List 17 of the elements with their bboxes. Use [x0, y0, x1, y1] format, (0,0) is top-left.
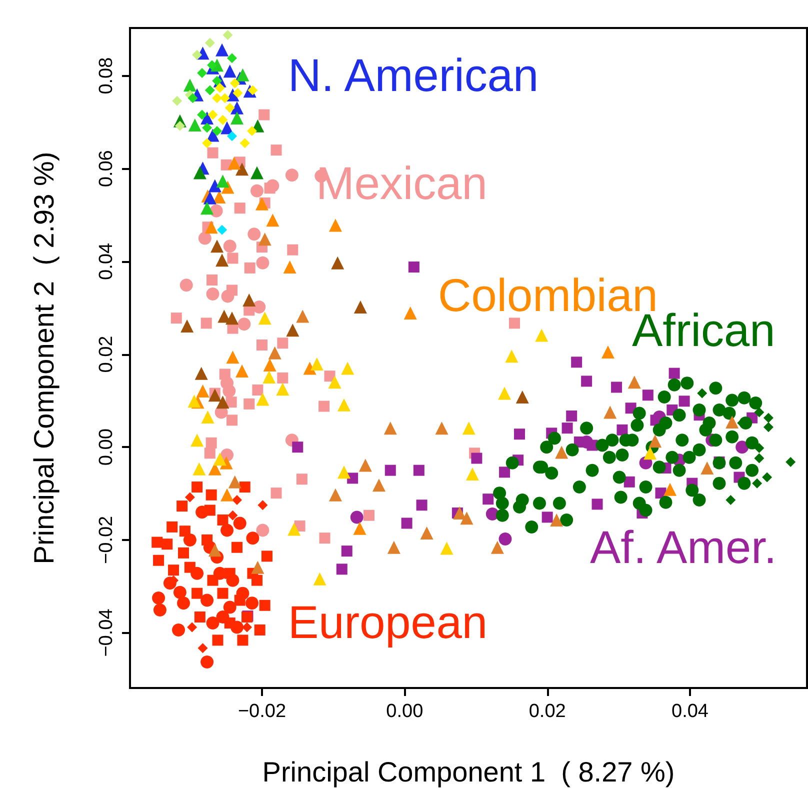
y-tick-label: 0.00	[96, 428, 117, 466]
series-label: N. American	[288, 49, 539, 101]
x-tick-label: 0.04	[672, 701, 709, 722]
y-tick-label: 0.06	[96, 150, 117, 188]
x-tick-label: 0.00	[386, 701, 424, 722]
x-tick-label: −0.02	[238, 701, 286, 722]
series-label: Mexican	[316, 157, 488, 209]
y-tick-label: 0.04	[96, 242, 117, 280]
y-tick-label: −0.04	[96, 608, 117, 657]
y-tick-label: 0.08	[96, 57, 117, 94]
series-label: Af. Amer.	[590, 521, 777, 573]
series-label: European	[288, 596, 488, 648]
y-axis-title: Principal Component 2 ( 2.93 %)	[28, 152, 60, 564]
x-axis-title: Principal Component 1 ( 8.27 %)	[262, 756, 675, 788]
y-tick-label: 0.02	[96, 336, 117, 373]
x-tick-label: 0.02	[528, 701, 566, 722]
y-tick-label: −0.02	[96, 516, 117, 564]
